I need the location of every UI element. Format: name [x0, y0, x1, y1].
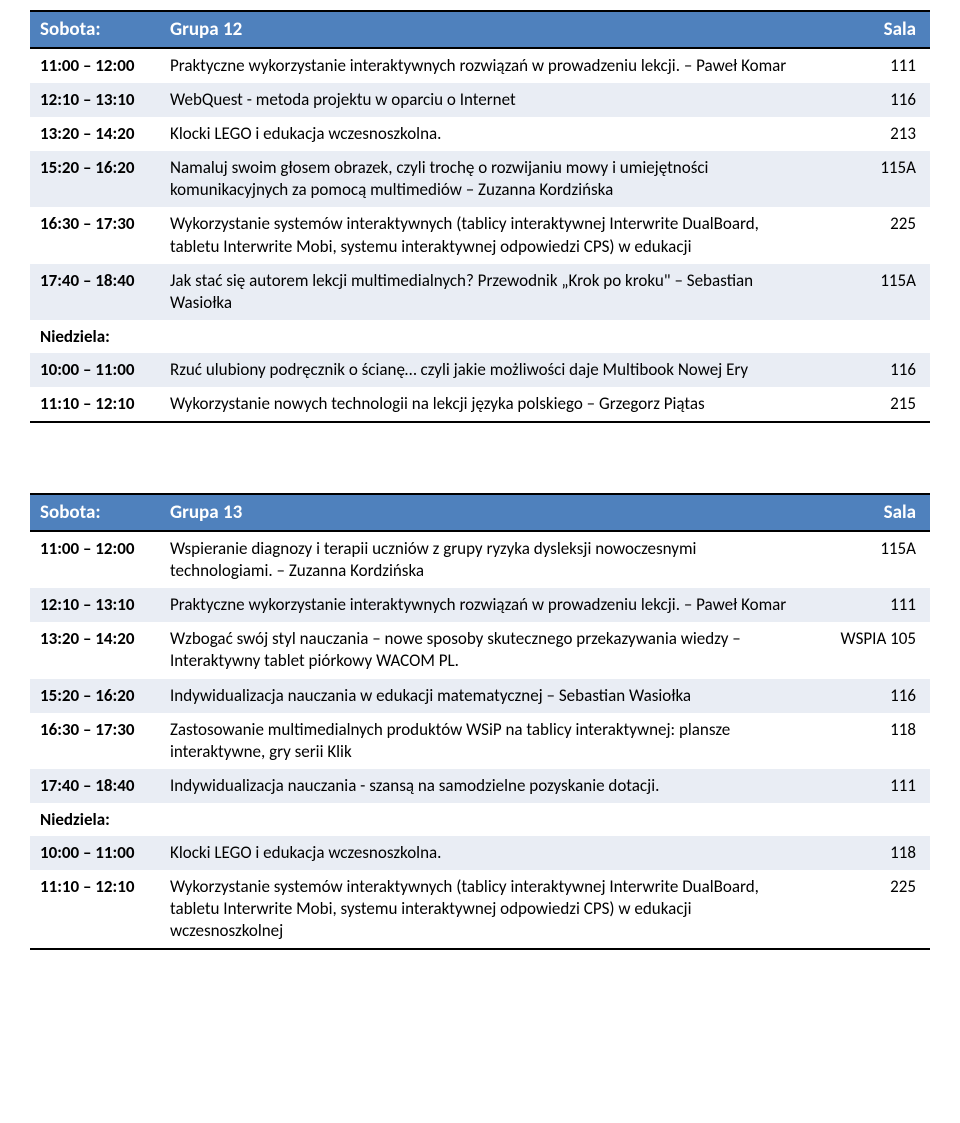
table-row: 11:00 – 12:00 Praktyczne wykorzystanie i…	[30, 48, 930, 83]
room-cell: 115A	[810, 264, 930, 320]
desc-cell: Wzbogać swój styl nauczania – nowe sposo…	[160, 622, 810, 678]
table-row: 12:10 – 13:10 Praktyczne wykorzystanie i…	[30, 588, 930, 622]
time-cell: 11:10 – 12:10	[30, 870, 160, 949]
time-cell: 11:00 – 12:00	[30, 531, 160, 588]
desc-cell: Namaluj swoim głosem obrazek, czyli troc…	[160, 151, 810, 207]
table-row: 13:20 – 14:20 Klocki LEGO i edukacja wcz…	[30, 117, 930, 151]
room-cell: 115A	[810, 151, 930, 207]
table-row: 17:40 – 18:40 Indywidualizacja nauczania…	[30, 769, 930, 803]
desc-cell: Wykorzystanie systemów interaktywnych (t…	[160, 207, 810, 263]
header-room: Sala	[810, 494, 930, 531]
header-group: Grupa 12	[160, 11, 810, 48]
table-row: 16:30 – 17:30 Wykorzystanie systemów int…	[30, 207, 930, 263]
desc-cell: Zastosowanie multimedialnych produktów W…	[160, 713, 810, 769]
room-cell: WSPIA 105	[810, 622, 930, 678]
table-row: 10:00 – 11:00 Rzuć ulubiony podręcznik o…	[30, 353, 930, 387]
table-row: 11:10 – 12:10 Wykorzystanie nowych techn…	[30, 387, 930, 422]
room-cell: 215	[810, 387, 930, 422]
section-sunday: Niedziela:	[30, 803, 930, 836]
table-header: Sobota: Grupa 12 Sala	[30, 11, 930, 48]
table-header: Sobota: Grupa 13 Sala	[30, 494, 930, 531]
room-cell: 118	[810, 713, 930, 769]
section-sunday: Niedziela:	[30, 320, 930, 353]
desc-cell: Rzuć ulubiony podręcznik o ścianę… czyli…	[160, 353, 810, 387]
header-room: Sala	[810, 11, 930, 48]
time-cell: 12:10 – 13:10	[30, 83, 160, 117]
table-row: 11:00 – 12:00 Wspieranie diagnozy i tera…	[30, 531, 930, 588]
table-row: 12:10 – 13:10 WebQuest - metoda projektu…	[30, 83, 930, 117]
room-cell: 118	[810, 836, 930, 870]
room-cell: 111	[810, 588, 930, 622]
desc-cell: Praktyczne wykorzystanie interaktywnych …	[160, 48, 810, 83]
table-row: 17:40 – 18:40 Jak stać się autorem lekcj…	[30, 264, 930, 320]
desc-cell: Indywidualizacja nauczania - szansą na s…	[160, 769, 810, 803]
desc-cell: Wykorzystanie systemów interaktywnych (t…	[160, 870, 810, 949]
schedule-table-group-12: Sobota: Grupa 12 Sala 11:00 – 12:00 Prak…	[30, 10, 930, 423]
room-cell: 116	[810, 83, 930, 117]
desc-cell: Jak stać się autorem lekcji multimedialn…	[160, 264, 810, 320]
header-day: Sobota:	[30, 494, 160, 531]
room-cell: 225	[810, 870, 930, 949]
room-cell: 116	[810, 679, 930, 713]
time-cell: 16:30 – 17:30	[30, 713, 160, 769]
desc-cell: Wykorzystanie nowych technologii na lekc…	[160, 387, 810, 422]
room-cell: 116	[810, 353, 930, 387]
header-group: Grupa 13	[160, 494, 810, 531]
schedule-table-group-13: Sobota: Grupa 13 Sala 11:00 – 12:00 Wspi…	[30, 493, 930, 950]
room-cell: 115A	[810, 531, 930, 588]
table-row: 16:30 – 17:30 Zastosowanie multimedialny…	[30, 713, 930, 769]
desc-cell: Klocki LEGO i edukacja wczesnoszkolna.	[160, 836, 810, 870]
desc-cell: Praktyczne wykorzystanie interaktywnych …	[160, 588, 810, 622]
time-cell: 17:40 – 18:40	[30, 264, 160, 320]
time-cell: 13:20 – 14:20	[30, 622, 160, 678]
room-cell: 111	[810, 48, 930, 83]
room-cell: 225	[810, 207, 930, 263]
room-cell: 213	[810, 117, 930, 151]
table-row: 15:20 – 16:20 Indywidualizacja nauczania…	[30, 679, 930, 713]
time-cell: 16:30 – 17:30	[30, 207, 160, 263]
header-day: Sobota:	[30, 11, 160, 48]
time-cell: 13:20 – 14:20	[30, 117, 160, 151]
desc-cell: Klocki LEGO i edukacja wczesnoszkolna.	[160, 117, 810, 151]
sunday-label: Niedziela:	[30, 320, 160, 353]
sunday-label: Niedziela:	[30, 803, 160, 836]
room-cell: 111	[810, 769, 930, 803]
time-cell: 10:00 – 11:00	[30, 353, 160, 387]
time-cell: 11:00 – 12:00	[30, 48, 160, 83]
desc-cell: Wspieranie diagnozy i terapii uczniów z …	[160, 531, 810, 588]
table-row: 10:00 – 11:00 Klocki LEGO i edukacja wcz…	[30, 836, 930, 870]
time-cell: 10:00 – 11:00	[30, 836, 160, 870]
table-row: 11:10 – 12:10 Wykorzystanie systemów int…	[30, 870, 930, 949]
table-row: 13:20 – 14:20 Wzbogać swój styl nauczani…	[30, 622, 930, 678]
desc-cell: Indywidualizacja nauczania w edukacji ma…	[160, 679, 810, 713]
time-cell: 17:40 – 18:40	[30, 769, 160, 803]
table-row: 15:20 – 16:20 Namaluj swoim głosem obraz…	[30, 151, 930, 207]
time-cell: 12:10 – 13:10	[30, 588, 160, 622]
time-cell: 15:20 – 16:20	[30, 679, 160, 713]
time-cell: 11:10 – 12:10	[30, 387, 160, 422]
time-cell: 15:20 – 16:20	[30, 151, 160, 207]
desc-cell: WebQuest - metoda projektu w oparciu o I…	[160, 83, 810, 117]
